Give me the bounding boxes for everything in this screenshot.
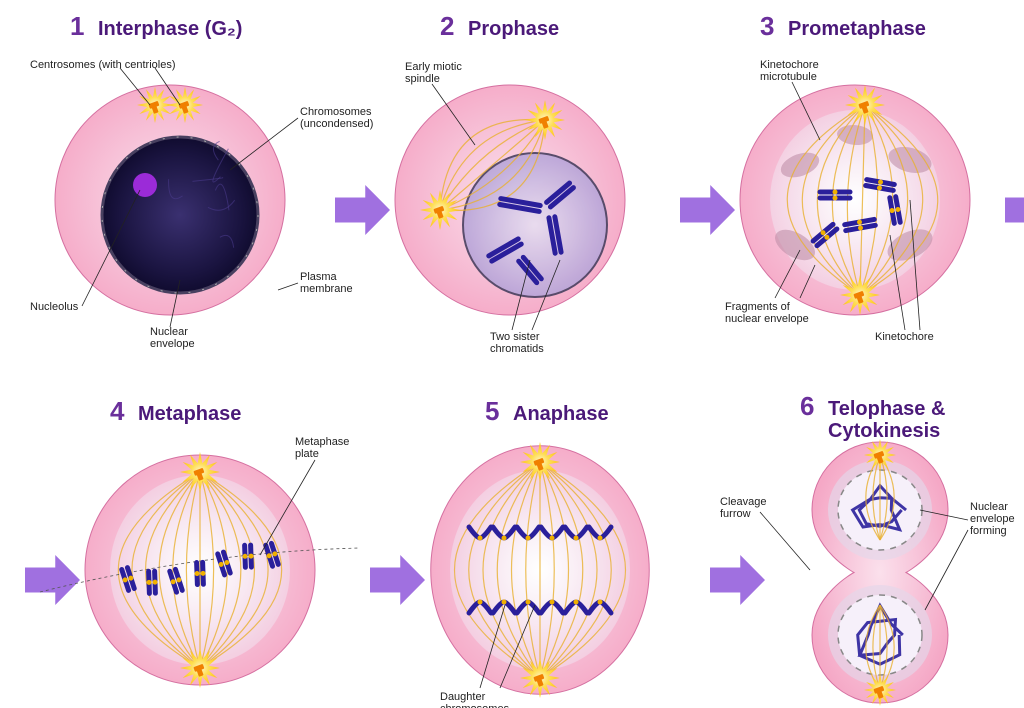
annotation-label: Plasmamembrane [300,271,353,295]
annotation-label: Metaphaseplate [295,436,349,460]
stage-number: 4 [110,396,125,426]
nucleus [463,153,607,297]
stage-anaphase: 5 Anaphase Daughterchromosomes [431,396,650,708]
stage-title: Prophase [468,18,559,40]
arrow-icon [680,185,735,235]
annotation-label: Nuclearenvelopeforming [970,501,1015,537]
stage-title: Telophase &Cytokinesis [828,398,945,442]
leader-line [760,512,810,570]
annotation-label: Two sisterchromatids [490,331,544,355]
stage-title: Prometaphase [788,18,926,40]
stage-number: 6 [800,391,814,421]
annotation-label: Centrosomes (with centrioles) [30,59,176,71]
annotation-label: Chromosomes(uncondensed) [300,106,373,130]
annotation-label: Fragments ofnuclear envelope [725,301,809,325]
annotation-label: Nucleolus [30,301,79,313]
stage-prometaphase: 3 Prometaphase Kinetochoremicrotubule Fragm… [725,11,970,343]
arrow-icon [710,555,765,605]
stage-metaphase: 4 Metaphase Metaphaseplate [40,396,360,688]
stage-number: 2 [440,11,454,41]
stage-interphase: 1 Interphase (G₂) Centrosomes (with centri… [30,11,373,350]
stage-title: Anaphase [513,403,609,425]
stage-prophase: 2 Prophase Early mioticspindle Two sisterch… [395,11,625,355]
nucleolus [133,173,157,197]
annotation-label: Nuclearenvelope [150,326,195,350]
arrow-icon [1005,185,1024,235]
annotation-label: Cleavagefurrow [720,496,766,520]
stage-title: Metaphase [138,403,241,425]
annotation-label: Early mioticspindle [405,61,462,85]
arrow-icon [335,185,390,235]
nucleus [102,137,258,293]
stage-telophase: 6 Telophase &Cytokinesis Cleavagefurrow Nuc… [720,391,1015,706]
stage-number: 5 [485,396,499,426]
stage-number: 1 [70,11,84,41]
annotation-label: Daughterchromosomes [440,691,510,708]
annotation-label: Kinetochoremicrotubule [760,59,819,83]
arrow-icon [25,555,80,605]
leader-line [278,283,298,290]
stage-number: 3 [760,11,774,41]
stage-title: Interphase (G₂) [98,18,242,40]
annotation-label: Kinetochore [875,331,934,343]
arrow-icon [370,555,425,605]
